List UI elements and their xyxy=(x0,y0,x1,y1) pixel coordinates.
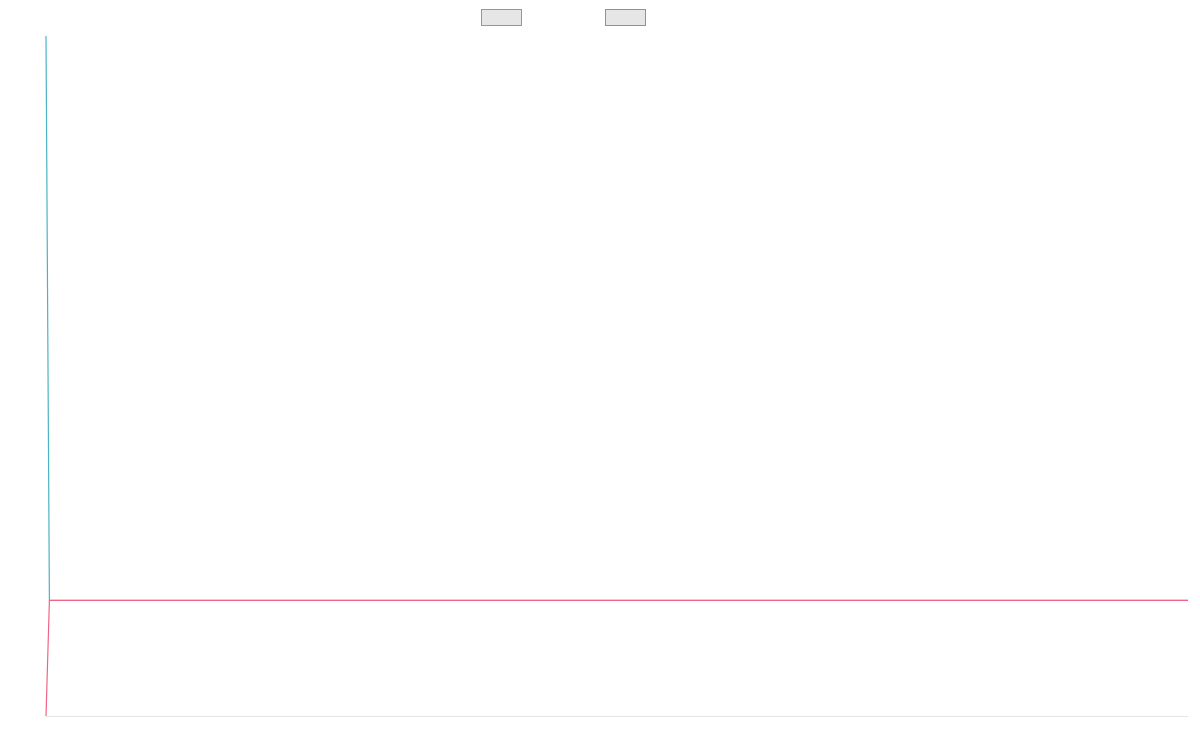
legend-swatch-1 xyxy=(481,9,522,26)
legend-swatch-2 xyxy=(605,9,646,26)
series-line-2 xyxy=(45,599,1188,717)
legend xyxy=(481,9,646,26)
series-line-1 xyxy=(45,35,1188,602)
series-layer xyxy=(45,35,1188,717)
